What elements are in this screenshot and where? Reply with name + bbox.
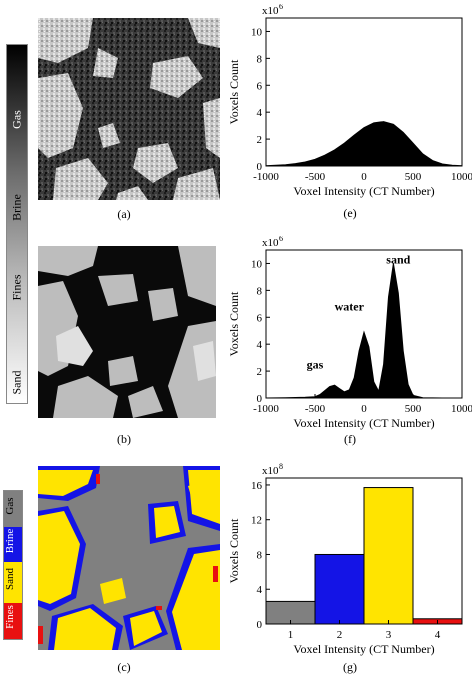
x-axis-label: Voxel Intensity (CT Number) bbox=[293, 642, 434, 656]
x-tick-label: -1000 bbox=[253, 171, 279, 183]
y-exponent: 6 bbox=[279, 4, 283, 11]
y-axis-label: Voxels Count bbox=[227, 59, 241, 124]
y-multiplier: x10 bbox=[262, 465, 279, 477]
grayscale-label-fines: Fines bbox=[9, 274, 24, 301]
y-exponent: 6 bbox=[279, 236, 283, 243]
ct-image-a bbox=[38, 18, 220, 200]
segmented-legend-bar bbox=[3, 490, 23, 640]
y-tick-label: 16 bbox=[251, 480, 263, 492]
peak-annotation: sand bbox=[386, 252, 410, 266]
y-tick-label: 4 bbox=[257, 584, 263, 596]
caption-b: (b) bbox=[117, 432, 131, 446]
y-tick-label: 4 bbox=[257, 107, 263, 119]
x-tick-label: 500 bbox=[405, 403, 422, 415]
caption-g: (g) bbox=[343, 660, 357, 674]
x-tick-label: 1 bbox=[288, 629, 294, 641]
caption-f: (f) bbox=[344, 432, 356, 446]
bar bbox=[314, 553, 365, 625]
y-tick-label: 12 bbox=[251, 515, 262, 527]
x-tick-label: 0 bbox=[361, 171, 367, 183]
caption-c: (c) bbox=[117, 660, 131, 674]
caption-a: (a) bbox=[117, 207, 131, 221]
y-tick-label: 0 bbox=[257, 393, 263, 405]
y-tick-label: 10 bbox=[251, 26, 263, 38]
x-tick-label: 2 bbox=[337, 629, 343, 641]
caption-e: (e) bbox=[343, 206, 357, 220]
x-tick-label: -1000 bbox=[253, 403, 279, 415]
x-tick-label: -500 bbox=[305, 171, 326, 183]
grayscale-label-sand: Sand bbox=[9, 370, 24, 395]
peak-annotation: water bbox=[335, 300, 365, 314]
x-axis-label: Voxel Intensity (CT Number) bbox=[293, 416, 434, 430]
y-axis-label: Voxels Count bbox=[227, 518, 241, 583]
x-tick-label: 1000 bbox=[451, 171, 472, 183]
y-axis-label: Voxels Count bbox=[227, 291, 241, 356]
y-tick-label: 8 bbox=[257, 285, 263, 297]
y-multiplier: x10 bbox=[262, 237, 279, 249]
distribution-area bbox=[265, 263, 462, 399]
x-tick-label: -500 bbox=[305, 403, 326, 415]
segmented-label-fines: Fines bbox=[4, 605, 16, 629]
distribution-area bbox=[265, 121, 463, 167]
y-multiplier: x10 bbox=[262, 5, 279, 17]
x-tick-label: 3 bbox=[386, 629, 392, 641]
y-tick-label: 8 bbox=[257, 53, 263, 65]
y-tick-label: 6 bbox=[257, 80, 263, 92]
x-axis-label: Voxel Intensity (CT Number) bbox=[293, 184, 434, 198]
x-tick-label: 1000 bbox=[451, 403, 472, 415]
peak-annotation: gas bbox=[307, 357, 324, 371]
y-tick-label: 10 bbox=[251, 258, 263, 270]
y-tick-label: 6 bbox=[257, 312, 263, 324]
grayscale-label-brine: Brine bbox=[9, 194, 24, 221]
x-tick-label: 0 bbox=[361, 403, 367, 415]
y-tick-label: 4 bbox=[257, 339, 263, 351]
y-tick-label: 0 bbox=[257, 619, 263, 631]
y-tick-label: 8 bbox=[257, 549, 263, 561]
ct-image-b bbox=[38, 246, 216, 418]
y-exponent: 8 bbox=[279, 462, 283, 471]
grayscale-legend-bar bbox=[6, 44, 28, 404]
y-tick-label: 2 bbox=[257, 366, 263, 378]
y-tick-label: 0 bbox=[257, 161, 263, 173]
y-tick-label: 2 bbox=[257, 134, 263, 146]
x-tick-label: 500 bbox=[405, 171, 422, 183]
grayscale-label-gas: Gas bbox=[9, 110, 24, 129]
plot-frame bbox=[265, 477, 463, 625]
segmented-image-c bbox=[38, 466, 220, 650]
x-tick-label: 4 bbox=[435, 629, 441, 641]
bar bbox=[363, 487, 414, 625]
